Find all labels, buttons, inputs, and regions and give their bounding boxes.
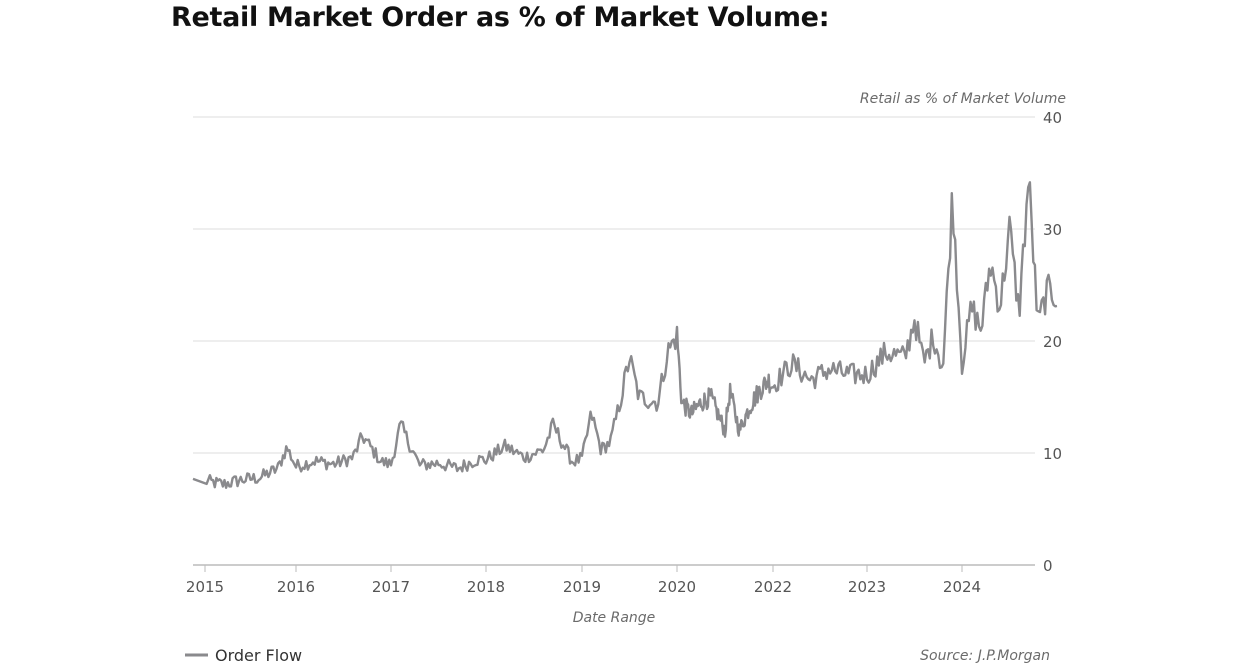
y-tick-label: 0 [1043,557,1053,575]
y-tick-label: 20 [1043,333,1062,351]
x-axis-ticks: 2015 2016 2017 2018 2019 2020 2022 2023 2024 [186,565,981,596]
x-tick-label: 2022 [754,578,792,596]
y-axis-ticks: 0 10 20 30 40 [1043,109,1062,575]
x-tick-label: 2017 [372,578,410,596]
y-tick-label: 10 [1043,445,1062,463]
x-tick-label: 2020 [658,578,696,596]
y-axis-title: Retail as % of Market Volume [860,91,1066,107]
y-tick-label: 30 [1043,221,1062,239]
gridlines [193,116,1035,454]
page-title: Retail Market Order as % of Market Volum… [171,2,830,33]
x-tick-label: 2018 [467,578,505,596]
legend: Order Flow [185,646,302,665]
x-tick-label: 2016 [277,578,315,596]
x-tick-label: 2023 [848,578,886,596]
x-tick-label: 2015 [186,578,224,596]
x-tick-label: 2019 [563,578,601,596]
series-line-order-flow [192,181,1058,489]
x-tick-label: 2024 [943,578,981,596]
x-axis-title: Date Range [573,610,656,626]
source-note: Source: J.P.Morgan [920,648,1050,664]
legend-label-order-flow: Order Flow [215,646,302,665]
y-tick-label: 40 [1043,109,1062,127]
